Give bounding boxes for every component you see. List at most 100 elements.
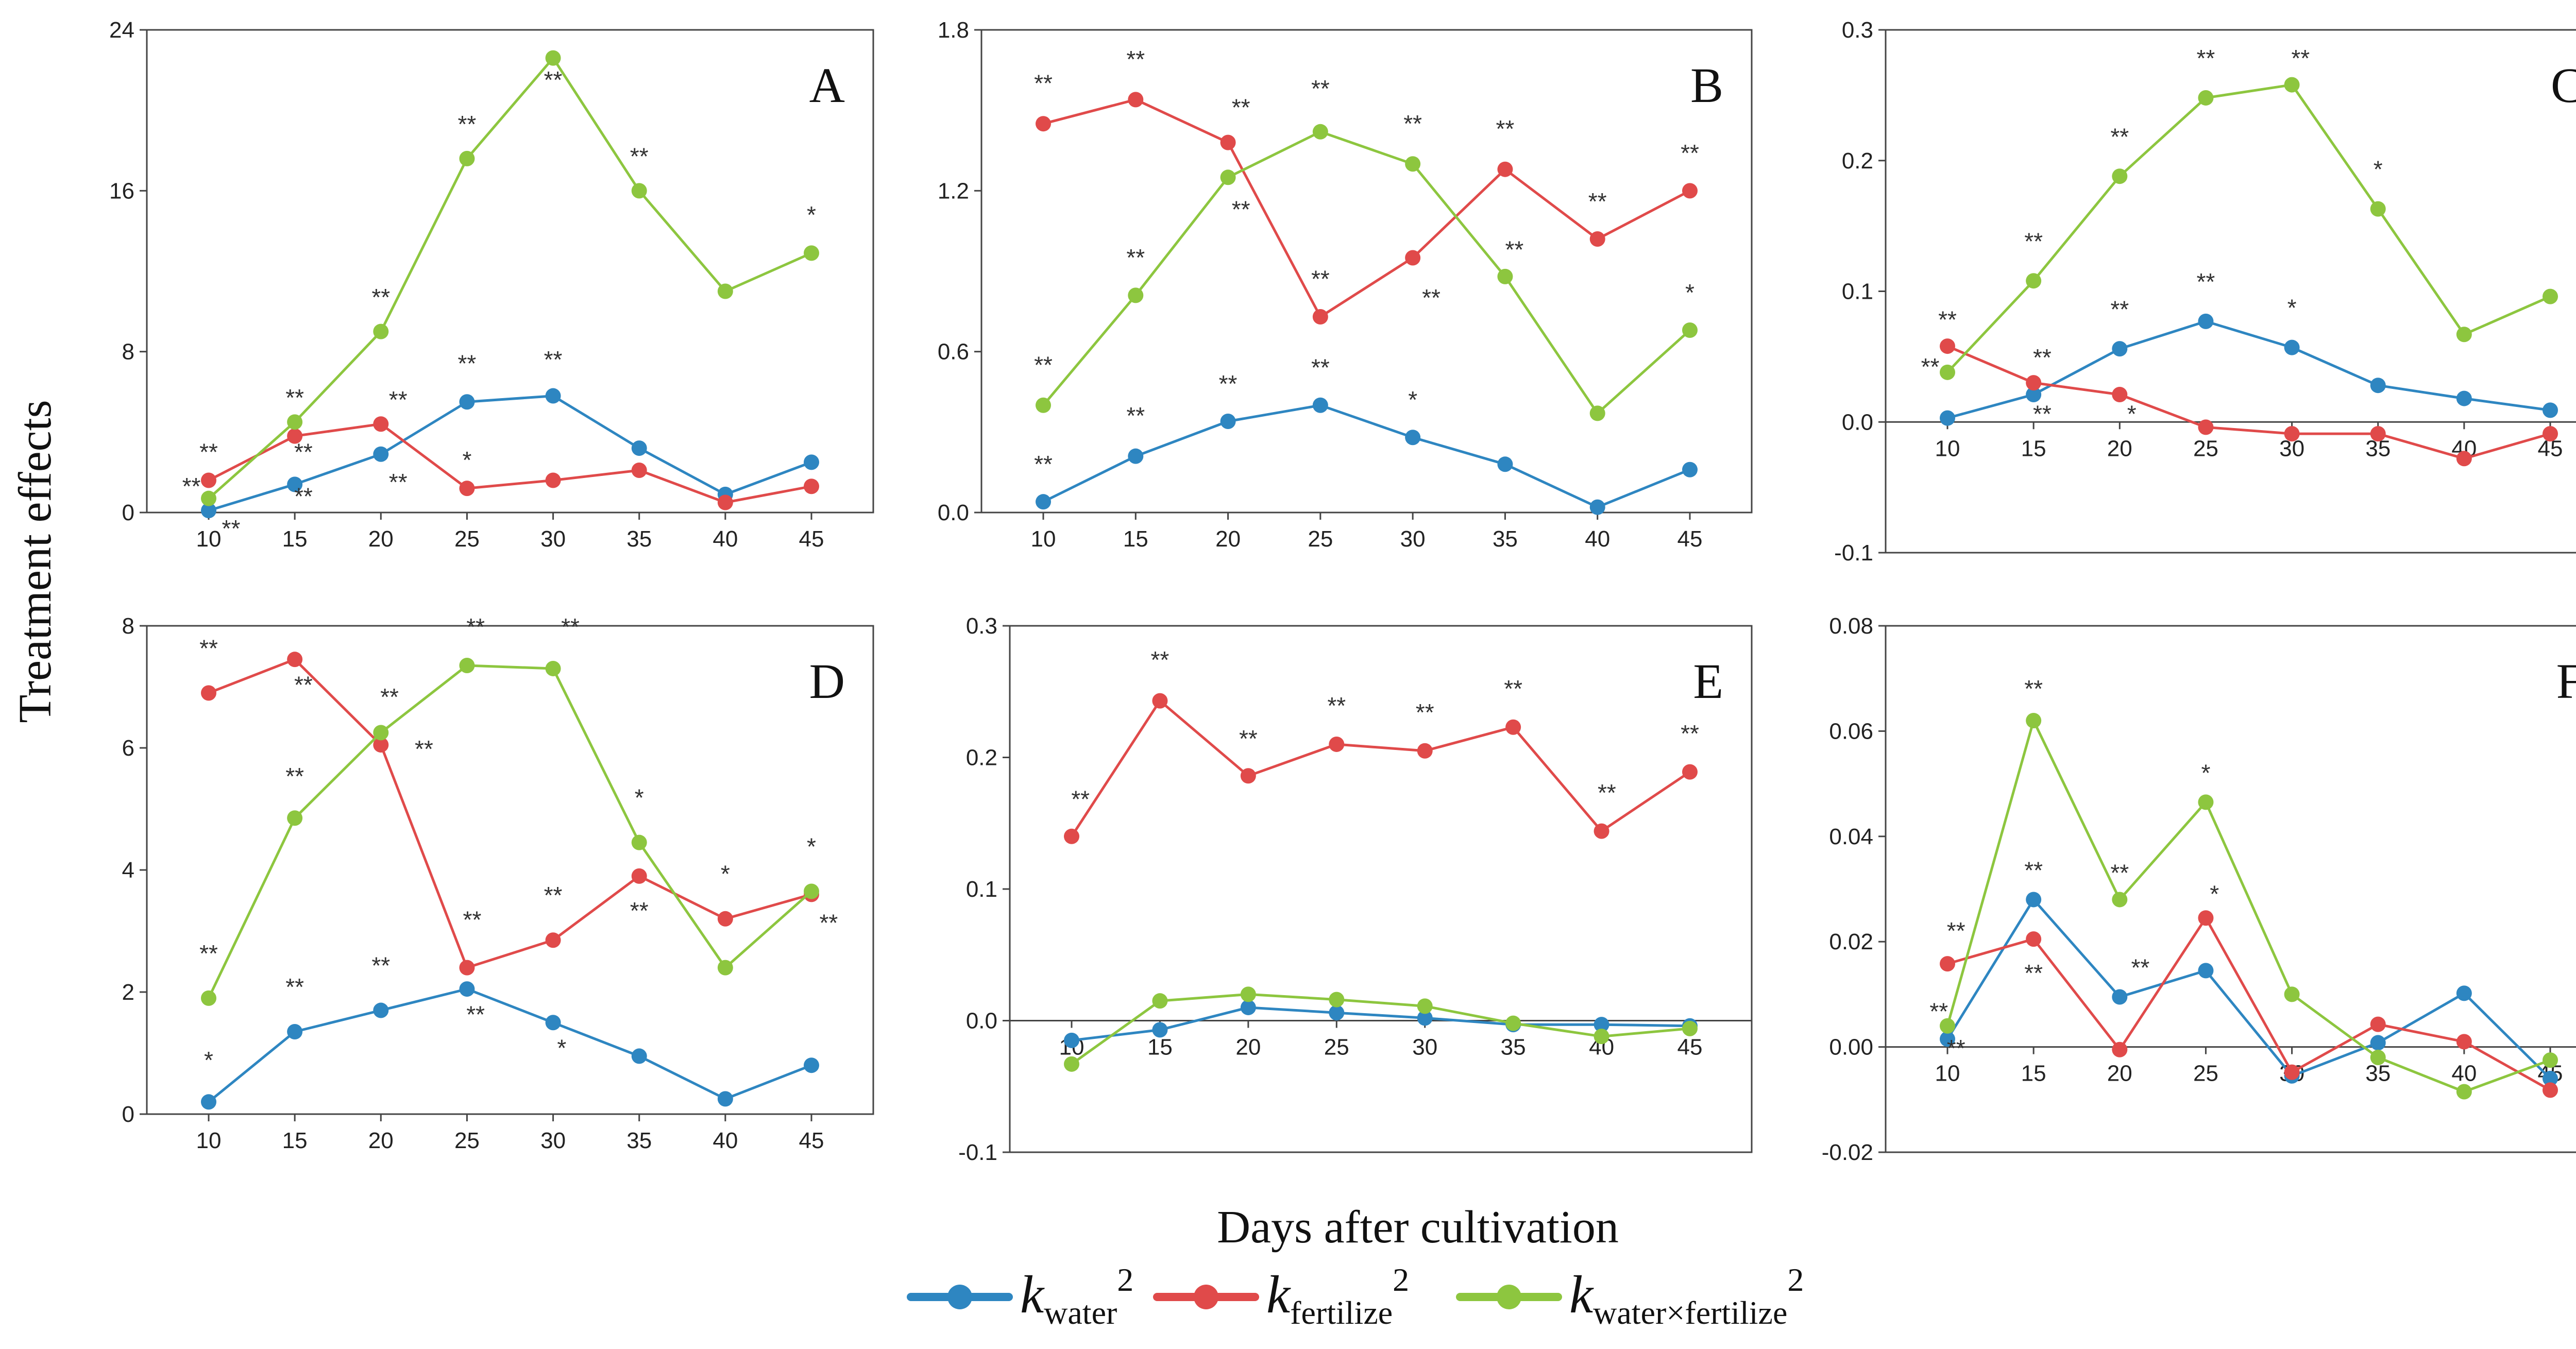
panel-b-significance-label: ** <box>1403 110 1422 137</box>
panel-e-series-k-fertilize-sq-point <box>1329 736 1345 752</box>
panel-c-series-k-water-x-fertilize-sq-point <box>2198 90 2214 106</box>
panel-f-ytick-label: 0.04 <box>1829 824 1873 849</box>
legend: kwater2 kfertilize2 kwater×fertilize2 <box>907 1261 1804 1331</box>
panel-b-series-k-fertilize-sq-line <box>1043 98 1691 318</box>
panel-c-series-k-water-sq-point <box>2026 386 2042 402</box>
panel-d-series-k-water-x-fertilize-sq-point <box>459 658 475 674</box>
panel-e-ytick-label: 0.1 <box>966 877 997 902</box>
panel-a-series-k-fertilize-sq-point <box>804 479 819 494</box>
panel-a-significance-label: ** <box>630 143 649 170</box>
panel-d-significance-label: ** <box>371 952 390 979</box>
panel-c-frame <box>1885 29 2576 554</box>
panel-a-xtick-label: 20 <box>368 526 394 552</box>
y-axis-title: Treatment effects <box>10 400 61 723</box>
panel-e-series-k-water-x-fertilize-sq-point <box>1064 1056 1079 1072</box>
panel-a-significance-label: ** <box>294 483 313 509</box>
legend-item-water-x-fertilize-label: kwater×fertilize2 <box>1569 1261 1804 1331</box>
panel-e-series-k-water-sq-point <box>1064 1032 1079 1048</box>
panel-f-letter: F <box>2556 654 2576 709</box>
panel-a-series-k-water-sq-point <box>459 394 475 410</box>
panel-b-series-k-water-x-fertilize-sq-point <box>1497 268 1513 284</box>
panel-c-series-k-water-sq-point <box>2543 402 2558 418</box>
panel-c-series-k-water-sq-point <box>2456 390 2472 406</box>
panel-c-xtick-label: 20 <box>2107 436 2132 461</box>
panel-f-series-k-water-x-fertilize-sq-point <box>2370 1050 2386 1066</box>
panel-d-series-k-fertilize-sq-point <box>201 685 216 701</box>
panel-a-frame <box>146 29 874 514</box>
x-axis-title: Days after cultivation <box>1217 1202 1619 1253</box>
panel-f-series-k-water-sq-point <box>2112 989 2128 1005</box>
panel-c-significance-label: ** <box>2197 268 2215 295</box>
panel-c-series-k-water-x-fertilize-sq-line <box>1946 83 2551 373</box>
panel-e-ytick-label: -0.1 <box>958 1140 997 1165</box>
panel-b-significance-label: ** <box>1034 451 1053 477</box>
panel-b-xtick-label: 35 <box>1493 526 1518 552</box>
panel-a-ytick-label: 16 <box>109 178 134 203</box>
panel-b: 0.00.61.21.810 15 20 25 30 35 40 45************… <box>938 18 1753 552</box>
panel-c-significance-label: * <box>2127 400 2137 427</box>
panel-c-series-k-water-x-fertilize-sq-point <box>2543 288 2558 304</box>
panel-c-significance-label: ** <box>2033 344 2052 371</box>
panel-f-series-k-water-x-fertilize-sq-point <box>2543 1052 2558 1068</box>
panel-f-ytick-label: 0.06 <box>1829 719 1873 744</box>
panel-b-xtick-label: 25 <box>1308 526 1333 552</box>
panel-c-series-k-fertilize-sq-point <box>2456 451 2472 467</box>
panel-b-ytick-label: 1.2 <box>938 178 969 203</box>
panel-f-significance-label: ** <box>2131 954 2149 981</box>
panel-f-ytick-label: 0.08 <box>1829 613 1873 639</box>
panel-e-xtick-label: 20 <box>1235 1035 1261 1060</box>
panel-e-series-k-fertilize-sq-point <box>1594 823 1609 839</box>
panel-f-series-k-water-sq-point <box>1940 1031 1955 1047</box>
panel-b-significance-label: ** <box>1588 188 1607 215</box>
panel-a-letter: A <box>809 58 845 113</box>
panel-a-series-k-water-x-fertilize-sq-line <box>208 57 812 500</box>
panel-b-significance-label: ** <box>1311 75 1330 102</box>
panel-d-ytick-label: 0 <box>122 1102 134 1127</box>
panel-a-xtick-label: 40 <box>713 526 738 552</box>
panel-b-frame <box>980 29 1753 514</box>
panel-c-series-k-water-x-fertilize-sq-point <box>2026 273 2042 289</box>
panel-b-ytick-label: 1.8 <box>938 18 969 43</box>
panel-e-xtick-label: 30 <box>1412 1035 1437 1060</box>
panel-e-series-k-water-x-fertilize-sq-point <box>1417 998 1433 1014</box>
panel-d-series-k-water-sq-line <box>208 987 812 1103</box>
panel-d-series-k-water-sq-point <box>631 1048 647 1064</box>
panel-d-significance-label: ** <box>630 897 649 924</box>
panel-a-significance-label: ** <box>222 515 241 542</box>
panel-c-significance-label: * <box>2287 295 2297 321</box>
panel-d-significance-label: ** <box>466 1001 485 1028</box>
panel-d-series-k-water-x-fertilize-sq-point <box>201 990 216 1006</box>
panel-c-letter: C <box>2551 58 2576 113</box>
panel-e-significance-label: ** <box>1598 779 1616 806</box>
panel-d-significance-label: * <box>721 861 730 887</box>
panel-a-significance-label: ** <box>285 384 304 411</box>
panel-a-xtick-label: 45 <box>799 526 824 552</box>
panel-f-xtick-label: 25 <box>2193 1061 2218 1086</box>
panel-d-ytick-label: 4 <box>122 858 134 883</box>
panel-a-xtick-label: 15 <box>282 526 308 552</box>
panel-f-series-k-water-sq-point <box>2026 892 2042 908</box>
panel-d-series-k-fertilize-sq-point <box>373 737 389 753</box>
panel-d-significance-label: * <box>204 1047 213 1073</box>
panel-e-series-k-fertilize-sq-point <box>1682 764 1698 780</box>
panel-d-xtick-label: 20 <box>368 1128 394 1153</box>
panel-a-significance-label: ** <box>199 438 218 465</box>
panel-a-series-k-water-sq-point <box>201 503 216 519</box>
panel-e-frame <box>1009 625 1753 1153</box>
panel-b-significance-label: ** <box>1311 354 1330 381</box>
legend-item-water-label: kwater2 <box>1020 1261 1133 1331</box>
panel-b-series-k-water-sq-point <box>1405 430 1421 446</box>
panel-c-series-k-fertilize-sq-point <box>2112 386 2128 402</box>
panel-c-significance-label: ** <box>2291 45 2310 72</box>
panel-b-series-k-fertilize-sq-point <box>1497 161 1513 177</box>
panel-a-series-k-water-sq-point <box>804 454 819 470</box>
panel-e-significance-label: ** <box>1327 692 1346 719</box>
panel-a-significance-label: ** <box>389 469 408 496</box>
panel-b-xtick-label: 45 <box>1677 526 1703 552</box>
panel-f-series-k-water-x-fertilize-sq-point <box>2456 1084 2472 1100</box>
panel-c-series-k-fertilize-sq-point <box>2198 419 2214 435</box>
panel-b-series-k-fertilize-sq-point <box>1312 309 1328 325</box>
panel-b-series-k-water-sq-point <box>1682 462 1698 477</box>
panel-f-series-k-water-sq-point <box>2456 985 2472 1001</box>
panel-e-ytick-label: 0.3 <box>966 613 997 639</box>
